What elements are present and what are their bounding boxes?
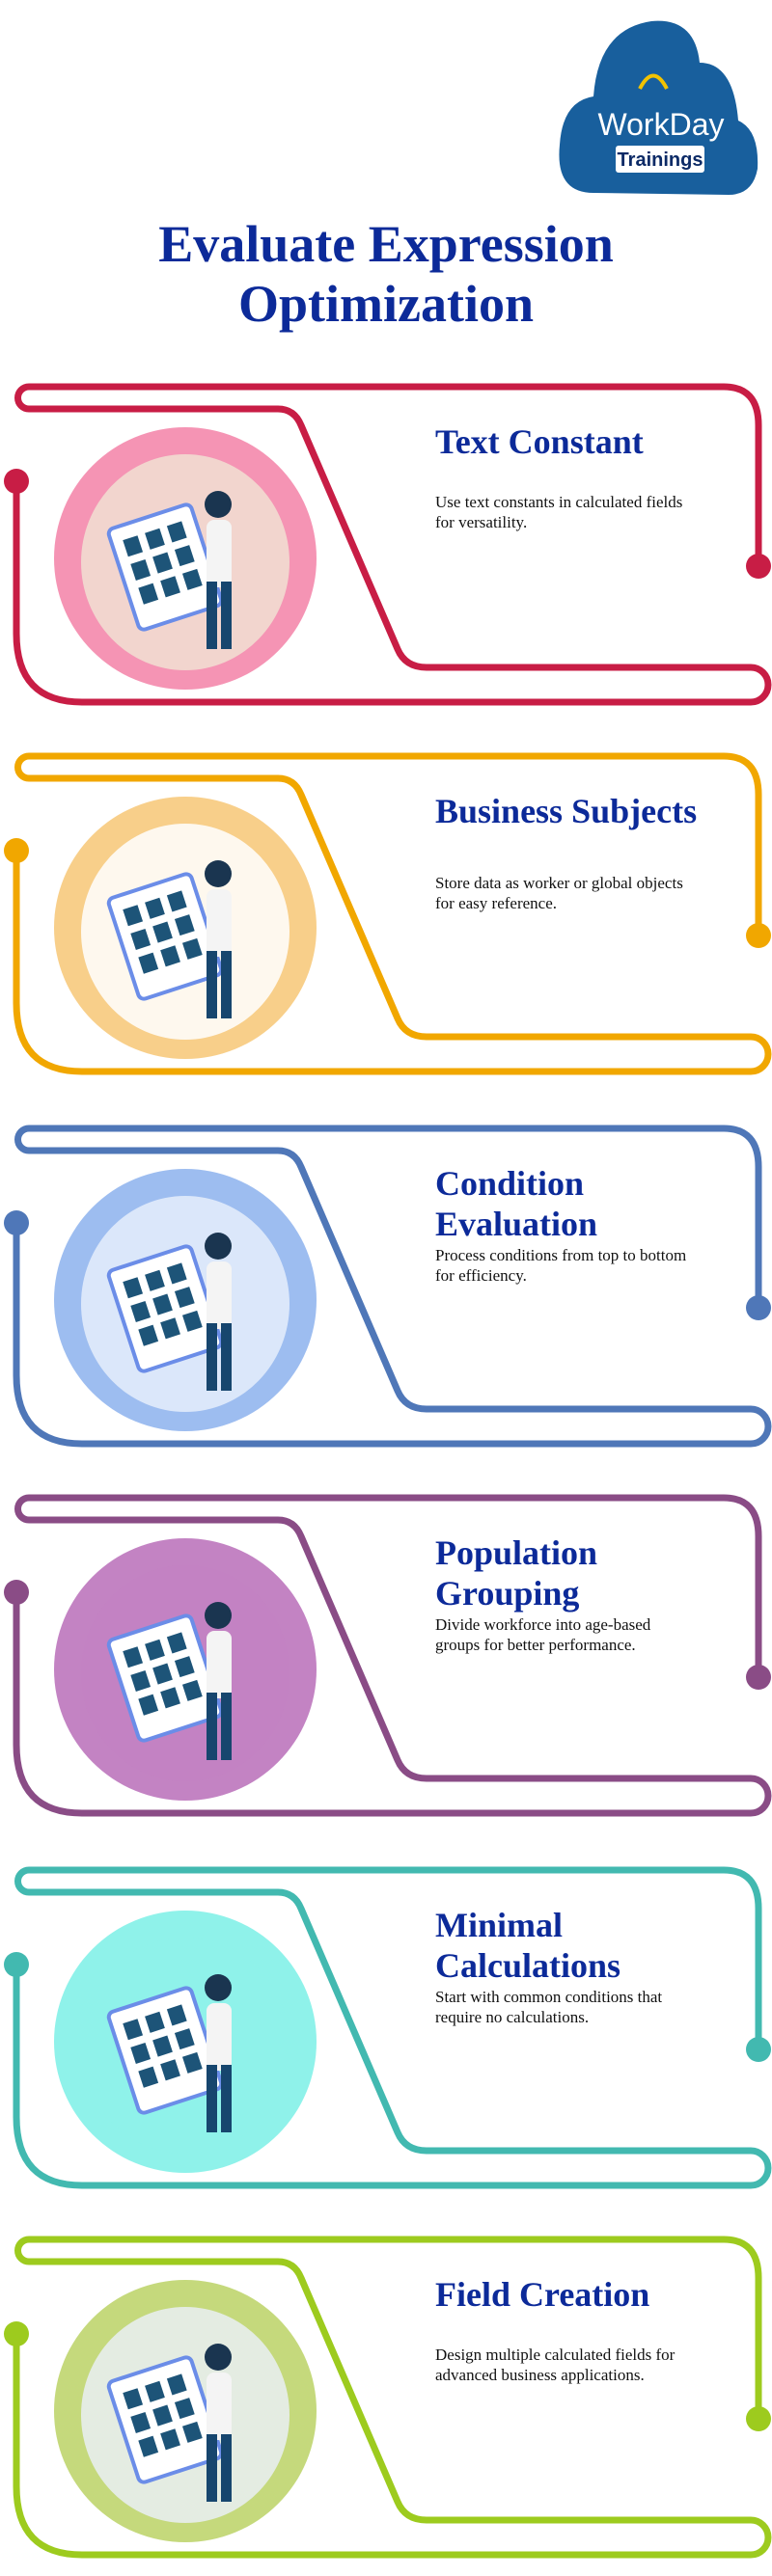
right-dot [746, 2037, 771, 2062]
section-field-creation: Field Creation Design multiple calculate… [0, 2236, 772, 2568]
logo-brand: WorkDay [598, 107, 725, 142]
section-population-grouping: Population Grouping Divide workforce int… [0, 1494, 772, 1827]
section-title: Text Constant [435, 422, 644, 461]
left-dot [4, 1952, 29, 1977]
section-description: Divide workforce into age-based groups f… [435, 1615, 651, 1654]
left-dot [4, 838, 29, 863]
logo-sub: Trainings [618, 149, 703, 171]
section-minimal-calculations: Minimal Calculations Start with common c… [0, 1866, 772, 2199]
data-objects-icon [54, 797, 317, 1059]
title-line-2: Optimization [238, 275, 534, 333]
right-dot [746, 1665, 771, 1690]
section-description: Use text constants in calculated fields … [435, 493, 683, 531]
left-dot [4, 1210, 29, 1235]
left-dot [4, 2321, 29, 2346]
right-dot [746, 923, 771, 948]
compliance-checklist-icon [54, 1911, 317, 2173]
connector-track [4, 752, 772, 1075]
section-title: Field Creation [435, 2275, 650, 2314]
section-title: Minimal Calculations [435, 1906, 621, 1985]
left-dot [4, 1580, 29, 1605]
page-title: Evaluate Expression Optimization [0, 214, 772, 334]
right-dot [746, 554, 771, 579]
right-dot [746, 1295, 771, 1320]
section-title: Population Grouping [435, 1533, 598, 1613]
section-title: Condition Evaluation [435, 1164, 598, 1243]
section-description: Start with common conditions that requir… [435, 1988, 663, 2026]
workday-trainings-logo: WorkDay Trainings [555, 10, 762, 203]
evaluation-checklist-icon [54, 1169, 317, 1431]
connector-track [4, 2236, 772, 2559]
connector-track [4, 1866, 772, 2189]
connector-track [4, 383, 772, 706]
section-business-subjects: Business Subjects Store data as worker o… [0, 752, 772, 1085]
right-dot [746, 2406, 771, 2431]
section-description: Design multiple calculated fields for ad… [435, 2346, 676, 2384]
section-title: Business Subjects [435, 792, 698, 830]
growth-chart-icon [54, 2280, 317, 2542]
section-description: Store data as worker or global objects f… [435, 874, 683, 912]
section-description: Process conditions from top to bottom fo… [435, 1246, 687, 1285]
section-text-constant: Text Constant Use text constants in calc… [0, 383, 772, 716]
calculator-person-icon [54, 427, 317, 690]
title-line-1: Evaluate Expression [158, 215, 614, 273]
section-condition-evaluation: Condition Evaluation Process conditions … [0, 1125, 772, 1457]
thumbs-up-worker-icon [54, 1538, 317, 1801]
left-dot [4, 469, 29, 494]
connector-track [4, 1125, 772, 1448]
connector-track [4, 1494, 772, 1817]
